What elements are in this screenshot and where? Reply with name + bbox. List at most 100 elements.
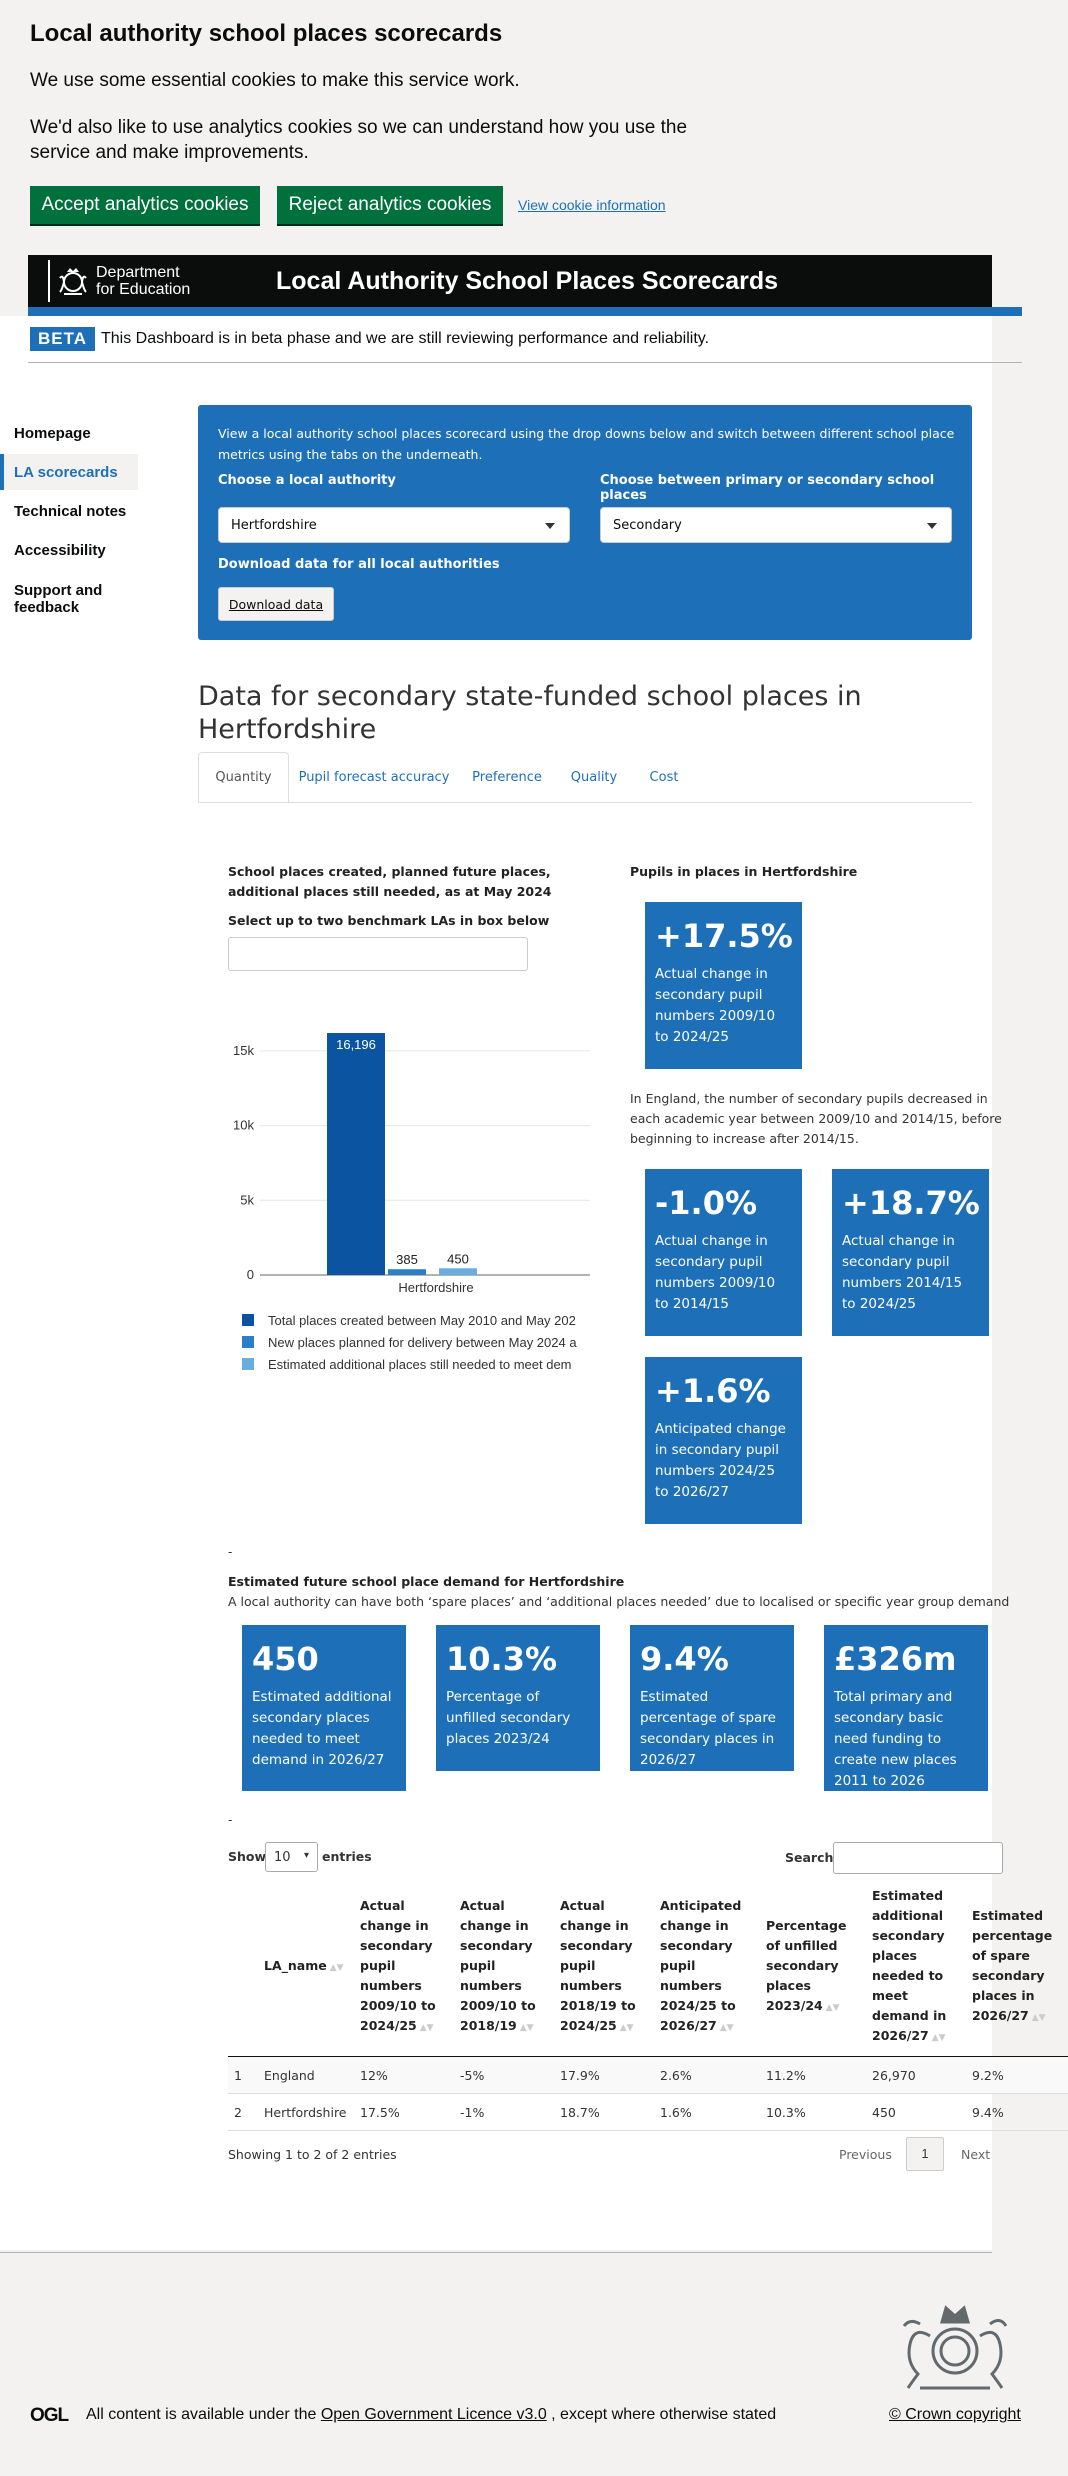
pupil-change-tile: -1.0% Actual change in secondary pupil n…: [645, 1169, 802, 1336]
phase-select[interactable]: Secondary: [600, 507, 952, 543]
data-table: LA_name ▲▼ Actual change in secondary pup…: [228, 1880, 1068, 2131]
separator-dash: -: [228, 1812, 233, 1827]
sidebar-item-accessibility[interactable]: Accessibility: [14, 541, 106, 559]
footer-licence-text: All content is available under the Open …: [86, 2406, 776, 2424]
filter-intro-text: View a local authority school places sco…: [218, 426, 955, 462]
pupil-change-tile: +18.7% Actual change in secondary pupil …: [832, 1169, 989, 1336]
column-header[interactable]: [228, 1880, 258, 2057]
accept-cookies-button[interactable]: Accept analytics cookies: [30, 186, 260, 224]
sidebar-item-la-scorecards[interactable]: LA scorecards: [0, 454, 138, 490]
chart-heading: School places created, planned future pl…: [228, 864, 552, 899]
table-cell: 9.2%: [966, 2056, 1068, 2094]
cookie-banner: Local authority school places scorecards…: [0, 0, 1068, 245]
demand-tile: 450 Estimated additional secondary place…: [242, 1625, 406, 1791]
column-header[interactable]: Actual change in secondary pupil numbers…: [354, 1880, 454, 2057]
view-cookie-info-link[interactable]: View cookie information: [518, 197, 666, 213]
table-cell: 1.6%: [654, 2093, 760, 2131]
caret-down-icon: [545, 523, 555, 529]
download-label: Download data for all local authorities: [218, 557, 500, 572]
column-header[interactable]: Estimated additional secondary places ne…: [866, 1880, 966, 2057]
pupil-change-tile: +1.6% Anticipated change in secondary pu…: [645, 1357, 802, 1524]
chart-grid: [260, 1050, 590, 1276]
tile-value: -1.0%: [655, 1184, 758, 1222]
chart-bars: [327, 1033, 477, 1275]
cookie-banner-title: Local authority school places scorecards: [30, 20, 503, 47]
table-cell: 18.7%: [554, 2093, 654, 2131]
column-header[interactable]: Percentage of unfilled secondary places …: [760, 1880, 866, 2057]
sidebar-item-technical-notes[interactable]: Technical notes: [14, 502, 127, 520]
table-cell: -5%: [454, 2056, 554, 2094]
tile-caption: Actual change in secondary pupil numbers…: [655, 966, 776, 1045]
demand-tile: 9.4% Estimated percentage of spare secon…: [630, 1625, 794, 1771]
tile-caption: Estimated percentage of spare secondary …: [640, 1689, 776, 1768]
page-title: Data for secondary state-funded school p…: [198, 681, 862, 745]
sort-icon: ▲▼: [825, 2003, 840, 2013]
chart-y-tick-label: 10k: [233, 1118, 254, 1133]
page-1-button[interactable]: 1: [906, 2137, 944, 2171]
chart-y-tick-label: 15k: [233, 1043, 254, 1058]
header-title[interactable]: Local Authority School Places Scorecards: [276, 267, 779, 295]
benchmark-la-input[interactable]: [228, 937, 528, 971]
column-header[interactable]: Anticipated change in secondary pupil nu…: [654, 1880, 760, 2057]
la-select-label: Choose a local authority: [218, 473, 396, 488]
beta-banner: BETA This Dashboard is in beta phase and…: [0, 316, 992, 364]
tab-cost[interactable]: Cost: [649, 770, 679, 785]
sort-icon: ▲▼: [619, 2023, 634, 2033]
chevron-down-icon: ▾: [303, 1850, 309, 1861]
chart-y-tick-label: 5k: [240, 1192, 254, 1207]
dfe-logo[interactable]: Department for Education: [48, 260, 204, 302]
tile-value: £326m: [834, 1640, 957, 1678]
phase-select-label: Choose between primary or secondary scho…: [600, 473, 935, 503]
tile-value: 10.3%: [446, 1640, 558, 1678]
tabs-divider: [198, 802, 972, 803]
next-page-button[interactable]: Next: [961, 2147, 991, 2162]
reject-cookies-button[interactable]: Reject analytics cookies: [277, 186, 503, 224]
download-data-button[interactable]: Download data: [218, 587, 334, 621]
chart-legend-swatch: [242, 1314, 254, 1326]
table-cell: 26,970: [866, 2056, 966, 2094]
chart-legend-label: Total places created between May 2010 an…: [268, 1313, 576, 1328]
tile-value: +17.5%: [655, 917, 793, 955]
crown-copyright-link[interactable]: © Crown copyright: [889, 2406, 1021, 2423]
tab-quantity[interactable]: Quantity: [198, 752, 289, 803]
sidebar-item-homepage[interactable]: Homepage: [14, 424, 91, 442]
table-cell: Hertfordshire: [258, 2093, 354, 2131]
entries-select[interactable]: 10 ▾: [265, 1842, 318, 1872]
beta-text: This Dashboard is in beta phase and we a…: [101, 330, 710, 347]
footer-text-after: , except where otherwise stated: [546, 2406, 777, 2423]
sidebar-item-support[interactable]: Support and feedback: [14, 582, 103, 616]
dfe-logo-text: Department for Education: [96, 264, 190, 298]
la-select-value: Hertfordshire: [231, 517, 317, 533]
cookie-banner-text: We use some essential cookies to make th…: [30, 70, 520, 91]
chart-data-label: 16,196: [336, 1037, 376, 1052]
column-header[interactable]: Actual change in secondary pupil numbers…: [554, 1880, 654, 2057]
demand-heading: Estimated future school place demand for…: [228, 1574, 625, 1589]
previous-page-button[interactable]: Previous: [839, 2147, 892, 2162]
column-header[interactable]: Actual change in secondary pupil numbers…: [454, 1880, 554, 2057]
entries-label: entries: [322, 1849, 372, 1864]
tab-quality[interactable]: Quality: [570, 770, 618, 785]
ogl-logo: OGL: [30, 2405, 69, 2426]
table-search-input[interactable]: [833, 1842, 1003, 1874]
table-cell: 450: [866, 2093, 966, 2131]
demand-tile: £326m Total primary and secondary basic …: [824, 1625, 988, 1791]
search-label: Search:: [785, 1850, 839, 1865]
tab-pupil-forecast-accuracy[interactable]: Pupil forecast accuracy: [298, 770, 450, 785]
table-cell: 12%: [354, 2056, 454, 2094]
table-cell: England: [258, 2056, 354, 2094]
sort-icon: ▲▼: [329, 1963, 344, 1973]
column-header[interactable]: Estimated percentage of spare secondary …: [966, 1880, 1068, 2057]
tile-caption: Percentage of unfilled secondary places …: [446, 1689, 571, 1747]
footer-text-before: All content is available under the: [86, 2406, 321, 2423]
tile-value: +1.6%: [655, 1372, 771, 1410]
tab-preference[interactable]: Preference: [472, 770, 542, 785]
la-select[interactable]: Hertfordshire: [218, 507, 570, 543]
ogl-licence-link[interactable]: Open Government Licence v3.0: [320, 2406, 547, 2423]
chart-legend-swatch: [242, 1358, 254, 1370]
table-info: Showing 1 to 2 of 2 entries: [228, 2147, 397, 2162]
caret-down-icon: [927, 523, 937, 529]
chart-legend-label: New places planned for delivery between …: [268, 1335, 577, 1350]
column-header[interactable]: LA_name ▲▼: [258, 1880, 354, 2057]
places-bar-chart: 0 5k 10k 15k 16,196 385 450 Hertfordshire Tot…: [233, 1033, 590, 1372]
site-header: Department for Education Local Authority…: [28, 255, 992, 307]
